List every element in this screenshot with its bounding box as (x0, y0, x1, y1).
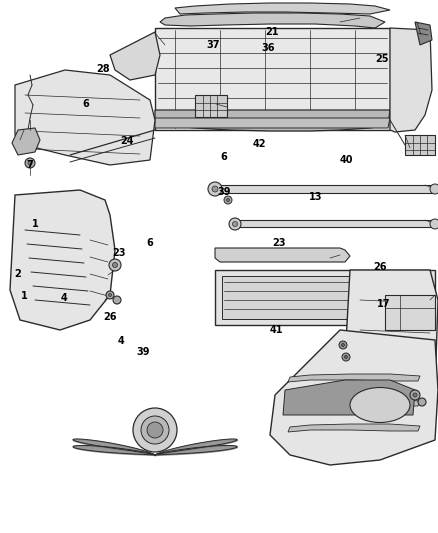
Text: 25: 25 (374, 54, 388, 63)
Circle shape (147, 422, 162, 438)
Text: 4: 4 (117, 336, 124, 346)
Circle shape (25, 158, 35, 168)
Polygon shape (155, 110, 389, 131)
Circle shape (113, 296, 121, 304)
Circle shape (208, 182, 222, 196)
Circle shape (109, 259, 121, 271)
Polygon shape (215, 248, 349, 262)
Bar (222, 276, 427, 319)
Text: 40: 40 (339, 155, 353, 165)
Bar (215, 270, 434, 325)
Text: 23: 23 (112, 248, 125, 258)
Bar (194, 95, 226, 117)
Text: 2: 2 (14, 270, 21, 279)
Circle shape (223, 196, 231, 204)
Circle shape (141, 416, 169, 444)
Text: 21: 21 (265, 27, 278, 37)
Polygon shape (10, 190, 115, 330)
Text: 6: 6 (82, 99, 89, 109)
Circle shape (106, 291, 114, 299)
Text: 36: 36 (261, 43, 274, 53)
Circle shape (133, 408, 177, 452)
Circle shape (212, 186, 218, 192)
Circle shape (341, 353, 349, 361)
Circle shape (338, 341, 346, 349)
Text: 37: 37 (206, 41, 219, 50)
Circle shape (429, 184, 438, 194)
Polygon shape (12, 128, 40, 155)
Text: 23: 23 (272, 238, 285, 247)
Circle shape (112, 262, 117, 268)
Circle shape (108, 294, 111, 296)
Polygon shape (287, 424, 419, 432)
Polygon shape (269, 330, 437, 465)
Text: 6: 6 (220, 152, 227, 162)
Circle shape (229, 218, 240, 230)
Circle shape (28, 161, 32, 165)
Text: 1: 1 (32, 219, 39, 229)
Bar (234, 220, 434, 227)
Circle shape (429, 219, 438, 229)
Circle shape (226, 198, 229, 201)
Text: 1: 1 (21, 291, 28, 301)
Text: 6: 6 (145, 238, 152, 247)
Text: 4: 4 (60, 294, 67, 303)
Bar (404, 135, 434, 155)
Circle shape (409, 390, 419, 400)
Circle shape (412, 393, 416, 397)
Ellipse shape (349, 387, 409, 423)
Text: 24: 24 (120, 136, 134, 146)
Bar (384, 295, 434, 330)
Polygon shape (414, 22, 431, 45)
Text: 7: 7 (26, 160, 33, 170)
Circle shape (232, 222, 237, 227)
Text: 28: 28 (96, 64, 110, 74)
Bar (215, 185, 434, 193)
Circle shape (341, 343, 344, 346)
Polygon shape (110, 32, 159, 80)
Polygon shape (175, 3, 389, 14)
Text: 13: 13 (309, 192, 322, 202)
Polygon shape (155, 28, 389, 130)
Text: 41: 41 (269, 326, 283, 335)
Circle shape (344, 356, 347, 359)
Circle shape (417, 398, 425, 406)
Polygon shape (287, 374, 419, 382)
Text: 39: 39 (136, 347, 149, 357)
Polygon shape (344, 270, 437, 420)
Text: 17: 17 (377, 299, 390, 309)
Polygon shape (389, 28, 431, 132)
Polygon shape (155, 118, 389, 128)
Text: 39: 39 (217, 187, 230, 197)
Text: 26: 26 (372, 262, 385, 271)
Text: 26: 26 (103, 312, 116, 322)
Polygon shape (159, 13, 384, 28)
Text: 42: 42 (252, 139, 265, 149)
Polygon shape (287, 399, 419, 407)
Polygon shape (283, 380, 414, 415)
Polygon shape (15, 70, 155, 165)
